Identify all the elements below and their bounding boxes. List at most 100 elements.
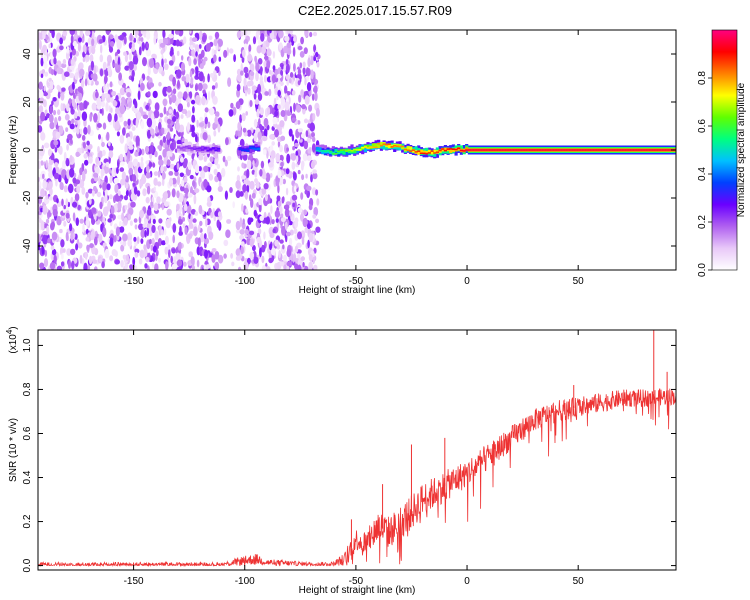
spectrogram-noise-cell — [244, 190, 249, 200]
spectrogram-noise-cell — [49, 262, 56, 270]
spectrogram-noise-cell — [214, 251, 220, 260]
spectrogram-signal-cell — [566, 149, 570, 151]
spectrogram-noise-cell — [223, 239, 229, 247]
spectrogram-noise-cell — [286, 249, 292, 258]
spectrogram-noise-cell — [265, 266, 271, 270]
spectrogram-noise-cell — [288, 78, 292, 84]
spectrogram-noise-cell — [163, 166, 167, 172]
spectrogram-noise-cell — [230, 253, 234, 259]
snr-x-axis-label: Height of straight line (km) — [299, 585, 416, 596]
spectrogram-noise-cell — [203, 165, 209, 173]
spectrogram-noise-cell — [243, 179, 249, 185]
spectrogram-noise-cell — [256, 236, 262, 244]
spectrogram-noise-cell — [51, 231, 58, 241]
spectrogram-noise-cell — [237, 166, 240, 172]
spectrogram-noise-cell — [288, 30, 293, 35]
spectrogram-noise-cell — [193, 194, 197, 205]
spectrogram-noise-cell — [166, 159, 171, 167]
spectrogram-signal-cell — [422, 152, 426, 155]
spectrogram-signal-cell — [337, 150, 341, 154]
spectrogram-signal-cell — [417, 150, 421, 152]
spectrogram-noise-cell — [123, 266, 126, 270]
spectrogram-noise-cell — [119, 87, 126, 96]
spectrogram-noise-cell — [109, 81, 113, 88]
spectrogram-noise-cell — [218, 173, 222, 182]
spectrogram-noise-cell — [243, 261, 249, 270]
spectrogram-noise-cell — [134, 165, 138, 176]
spectrogram-noise-cell — [60, 63, 67, 69]
spectrogram-noise-cell — [236, 89, 241, 98]
spectrogram-noise-cell — [271, 141, 276, 146]
spectrogram-signal-cell — [193, 148, 197, 150]
spectrogram-noise-cell — [70, 248, 76, 256]
spectrogram-noise-cell — [57, 109, 61, 116]
spectrogram-noise-cell — [214, 111, 220, 118]
spectrogram-noise-cell — [162, 148, 167, 158]
spectrogram-noise-cell — [235, 255, 242, 261]
spectrogram-noise-cell — [203, 233, 207, 240]
spectrogram-noise-cell — [39, 149, 45, 157]
spectrogram-noise-cell — [268, 250, 272, 260]
spectrogram-noise-cell — [101, 92, 106, 102]
spectrogram-signal-cell — [545, 149, 549, 151]
spectrogram-signal-cell — [374, 143, 378, 147]
spectrogram-noise-cell — [38, 105, 44, 113]
spectrogram-noise-cell — [166, 85, 172, 93]
spectrogram-noise-cell — [279, 42, 283, 51]
spectrogram-noise-cell — [105, 161, 110, 168]
spectrogram-signal-cell — [195, 147, 199, 152]
spectrogram-noise-cell — [122, 240, 127, 247]
spectrogram-noise-cell — [72, 81, 75, 90]
spectrogram-noise-cell — [270, 150, 276, 160]
spectrogram-noise-cell — [62, 58, 67, 65]
spectrogram-noise-cell — [307, 239, 310, 249]
spectrogram-signal-cell — [553, 149, 557, 151]
spectrogram-noise-cell — [140, 82, 145, 92]
spectrogram-noise-cell — [174, 66, 178, 71]
spectrogram-noise-cell — [38, 195, 43, 204]
spectrogram-noise-cell — [67, 201, 71, 208]
spectrogram-noise-cell — [197, 237, 201, 247]
spectrogram-noise-cell — [280, 135, 286, 141]
spectrogram-signal-cell — [601, 149, 605, 151]
spectrogram-signal-cell — [361, 147, 365, 149]
spectrogram-noise-cell — [301, 160, 305, 168]
spectrogram-noise-cell — [259, 247, 262, 258]
spectrogram-noise-cell — [214, 82, 218, 89]
spectrogram-noise-cell — [152, 245, 157, 253]
spectrogram-signal-cell — [467, 149, 471, 151]
spectrogram-noise-cell — [120, 178, 126, 186]
spectrogram-noise-cell — [274, 110, 279, 117]
spectrogram-noise-cell — [245, 111, 248, 116]
spectrogram-noise-cell — [300, 256, 305, 262]
snr-y-tick-label: 1.0 — [22, 338, 33, 352]
spectrogram-noise-cell — [70, 58, 75, 66]
spectrogram-noise-cell — [142, 188, 147, 197]
spectrogram-noise-cell — [286, 147, 289, 152]
spectrogram-noise-cell — [293, 36, 296, 42]
spectrogram-noise-cell — [201, 96, 206, 106]
spectrogram-noise-cell — [152, 218, 156, 225]
spectrogram-signal-cell — [206, 146, 210, 151]
spectrogram-noise-cell — [140, 30, 145, 35]
spectrogram-noise-cell — [151, 262, 155, 269]
spectrogram-signal-cell — [449, 148, 453, 150]
spectrogram-noise-cell — [178, 124, 185, 133]
spectrogram-noise-cell — [127, 150, 131, 159]
spectrogram-noise-cell — [116, 39, 122, 50]
spectrogram-noise-cell — [83, 100, 88, 109]
spectrogram-signal-cell — [577, 149, 581, 151]
spectrogram-signal-cell — [651, 149, 656, 151]
snr-y-axis-label: SNR (10 * v/v) — [8, 418, 19, 482]
spectrogram-noise-cell — [107, 218, 112, 223]
spectrogram-signal-cell — [355, 149, 359, 151]
spectrogram-noise-cell — [241, 162, 245, 169]
spectrogram-noise-cell — [247, 53, 253, 62]
spectrogram-noise-cell — [183, 36, 187, 45]
spectrogram-noise-cell — [123, 217, 128, 226]
spectrogram-noise-cell — [214, 116, 218, 125]
spectrogram-noise-cell — [194, 164, 200, 174]
spectrogram-x-tick-label: -100 — [235, 276, 255, 287]
spectrogram-noise-cell — [145, 104, 150, 110]
spectrogram-noise-cell — [81, 171, 86, 182]
